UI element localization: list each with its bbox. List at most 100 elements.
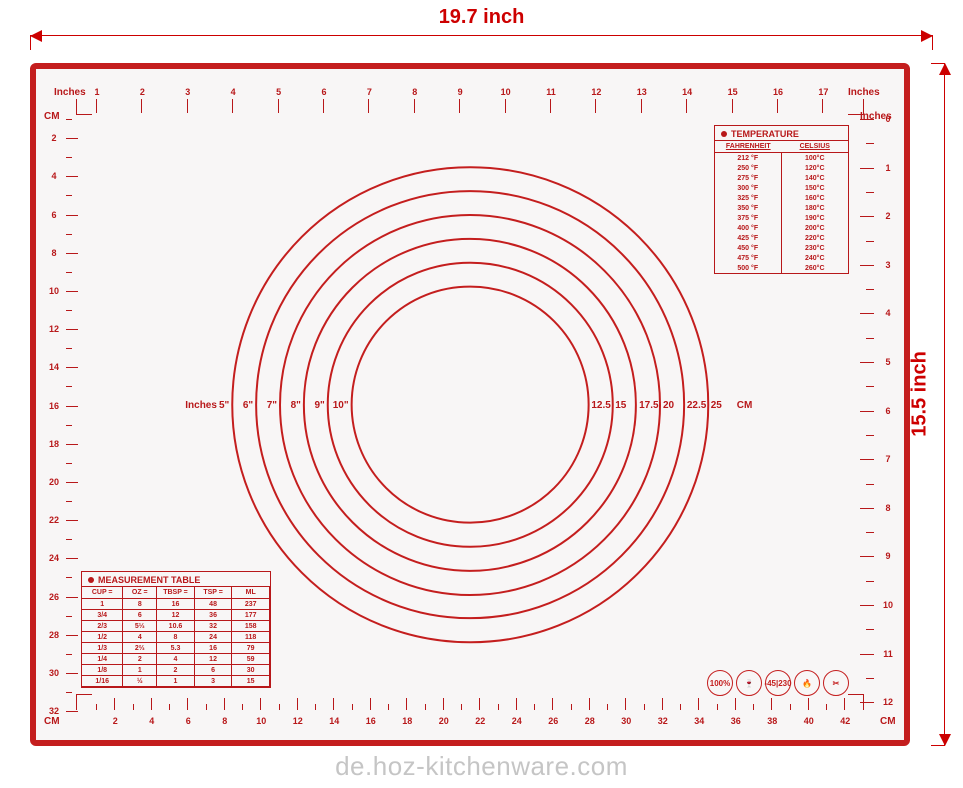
right-minor-10 [866,629,874,630]
top-tick-4 [232,99,233,113]
meas-r6-c0: 1/8 [82,665,123,676]
left-tick-26 [66,597,78,598]
left-tick-label-16: 16 [46,401,62,411]
bottom-tick-9 [242,704,243,710]
meas-header-0: CUP = [82,587,123,599]
left-tick-10 [66,291,78,292]
left-tick-17 [66,425,72,426]
meas-r3-c4: 118 [232,632,270,643]
bottom-tick-label-8: 8 [216,716,234,726]
bottom-tick-label-18: 18 [398,716,416,726]
bottom-tick-37 [753,704,754,710]
top-tick-16 [777,99,778,113]
temp-header-c: CELSIUS [782,141,849,153]
top-tick-label-6: 6 [317,87,331,97]
left-tick-13 [66,348,72,349]
bottom-tick-18 [406,698,407,710]
width-dimension-label: 19.7 inch [0,6,963,29]
silicone-100-icon: 100% [707,670,733,696]
circle-cm-label-4: 22.5 [687,400,706,411]
top-tick-label-17: 17 [816,87,830,97]
temperature-range-icon: -45|230 [765,670,791,696]
ruler-bottom-unit-label: CM [44,716,60,727]
left-tick-12 [66,329,78,330]
bottom-tick-label-6: 6 [179,716,197,726]
bottom-tick-label-2: 2 [106,716,124,726]
top-tick-13 [641,99,642,113]
left-tick-label-12: 12 [46,324,62,334]
top-tick-label-4: 4 [226,87,240,97]
measurement-panel: MEASUREMENT TABLECUP =OZ =TBSP =TSP =ML1… [81,571,271,688]
temp-row-2-c: 140°C [782,173,849,183]
bottom-tick-label-20: 20 [435,716,453,726]
bottom-tick-4 [151,698,152,710]
ruler-top-right-label: Inches [848,87,880,98]
bottom-tick-11 [279,704,280,710]
ruler-left-unit-label: CM [44,111,60,122]
right-tick-2 [860,216,874,217]
top-tick-7 [368,99,369,113]
meas-r6-c2: 2 [157,665,195,676]
bottom-tick-label-28: 28 [581,716,599,726]
top-tick-label-8: 8 [408,87,422,97]
bottom-tick-21 [461,704,462,710]
bottom-tick-34 [698,698,699,710]
bottom-tick-label-22: 22 [471,716,489,726]
left-tick-label-24: 24 [46,553,62,563]
left-tick-6 [66,215,78,216]
left-tick-18 [66,444,78,445]
right-tick-label-6: 6 [880,406,896,416]
feature-icon-row: 100%🍷-45|230🔥✂ [707,670,849,696]
left-tick-24 [66,558,78,559]
top-tick-label-5: 5 [272,87,286,97]
temp-row-5-c: 180°C [782,203,849,213]
temp-row-3-f: 300 °F [715,183,782,193]
left-tick-22 [66,520,78,521]
meas-r1-c3: 36 [195,610,233,621]
right-tick-label-11: 11 [880,649,896,659]
bottom-tick-19 [425,704,426,710]
circle-cm-label-2: 17.5 [639,400,658,411]
meas-r3-c0: 1/2 [82,632,123,643]
left-tick-label-8: 8 [46,248,62,258]
circle-inch-label-2: 8" [291,400,301,411]
top-tick-label-9: 9 [453,87,467,97]
bottom-tick-20 [443,698,444,710]
left-tick-14 [66,367,78,368]
meas-r4-c3: 16 [195,643,233,654]
bottom-tick-8 [224,698,225,710]
meas-r6-c4: 30 [232,665,270,676]
bottom-tick-2 [114,698,115,710]
left-tick-label-10: 10 [46,286,62,296]
temp-row-0-c: 100°C [782,153,849,163]
bottom-tick-5 [169,704,170,710]
baking-mat: InchesInchesCMInchesCMCM1234567891011121… [30,63,910,746]
bottom-tick-10 [260,698,261,710]
bottom-tick-12 [297,698,298,710]
circle-inch-label-0: 10" [333,400,349,411]
right-minor-1 [866,192,874,193]
meas-header-3: TSP = [195,587,233,599]
temp-row-9-c: 230°C [782,243,849,253]
meas-r6-c3: 6 [195,665,233,676]
top-tick-17 [822,99,823,113]
top-tick-15 [732,99,733,113]
top-tick-label-12: 12 [589,87,603,97]
meas-r5-c1: 2 [123,654,157,665]
temperature-panel: TEMPERATUREFAHRENHEITCELSIUS212 °F100°C2… [714,125,849,274]
right-tick-6 [860,411,874,412]
temp-row-8-f: 425 °F [715,233,782,243]
top-tick-label-2: 2 [135,87,149,97]
right-tick-label-1: 1 [880,163,896,173]
bottom-tick-38 [771,698,772,710]
top-tick-3 [187,99,188,113]
left-tick-label-14: 14 [46,362,62,372]
bottom-tick-label-4: 4 [143,716,161,726]
height-dimension-arrow [944,63,945,746]
left-tick-7 [66,234,72,235]
left-tick-label-6: 6 [46,210,62,220]
meas-r4-c2: 5.3 [157,643,195,654]
left-tick-label-28: 28 [46,630,62,640]
top-tick-5 [278,99,279,113]
meas-header-4: ML [232,587,270,599]
